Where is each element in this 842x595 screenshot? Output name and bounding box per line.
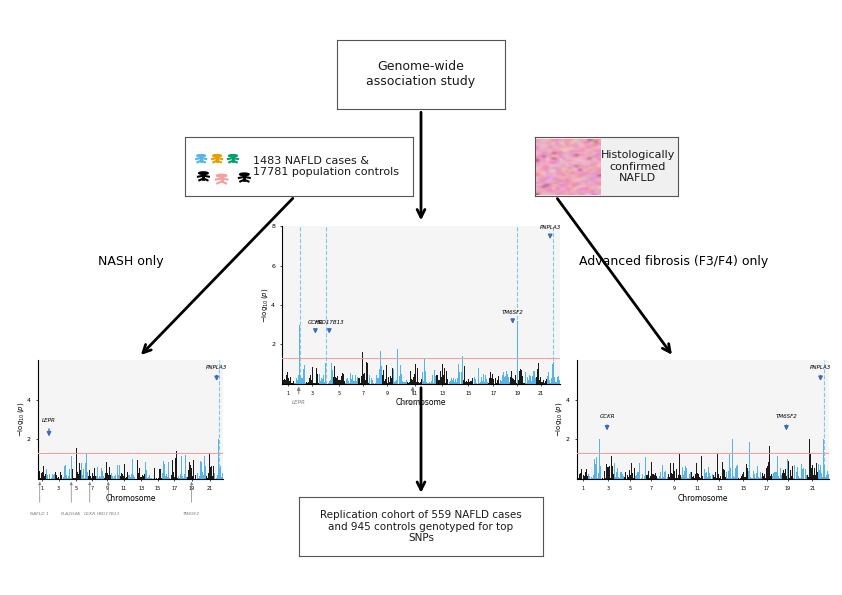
Text: GCKR: GCKR bbox=[83, 512, 96, 516]
Text: Genome-wide
association study: Genome-wide association study bbox=[366, 60, 476, 89]
Text: PLA2G4A: PLA2G4A bbox=[61, 512, 81, 516]
Text: PNPLA3: PNPLA3 bbox=[810, 365, 831, 380]
Text: TM6SF2: TM6SF2 bbox=[502, 310, 524, 322]
Text: LEPR: LEPR bbox=[292, 387, 306, 405]
X-axis label: Chromosome: Chromosome bbox=[678, 494, 728, 503]
Text: HSD17B13: HSD17B13 bbox=[97, 512, 120, 516]
Text: NAFLD 1: NAFLD 1 bbox=[30, 512, 49, 516]
Text: GCKR: GCKR bbox=[307, 320, 323, 332]
Text: HSD17B13: HSD17B13 bbox=[315, 320, 344, 332]
Text: GCKR: GCKR bbox=[600, 415, 615, 429]
Text: LEPR: LEPR bbox=[42, 418, 56, 435]
Circle shape bbox=[216, 174, 226, 177]
Text: TM6SF2: TM6SF2 bbox=[183, 512, 200, 516]
Y-axis label: $-\log_{10}(p)$: $-\log_{10}(p)$ bbox=[15, 402, 25, 437]
Circle shape bbox=[240, 173, 249, 176]
Text: Histologically
confirmed
NAFLD: Histologically confirmed NAFLD bbox=[600, 150, 675, 183]
Circle shape bbox=[213, 155, 221, 157]
Circle shape bbox=[197, 155, 205, 157]
Text: TM6SF2: TM6SF2 bbox=[775, 415, 797, 429]
Circle shape bbox=[199, 172, 208, 174]
Text: IDO2/TC1: IDO2/TC1 bbox=[399, 387, 426, 405]
Y-axis label: $-\log_{10}(p)$: $-\log_{10}(p)$ bbox=[259, 287, 269, 322]
Text: PNPLA3: PNPLA3 bbox=[206, 365, 227, 380]
Text: Advanced fibrosis (F3/F4) only: Advanced fibrosis (F3/F4) only bbox=[579, 255, 768, 268]
Circle shape bbox=[229, 155, 237, 157]
Text: PNPLA3: PNPLA3 bbox=[540, 225, 561, 237]
X-axis label: Chromosome: Chromosome bbox=[105, 494, 156, 503]
Text: NASH only: NASH only bbox=[98, 255, 163, 268]
Y-axis label: $-\log_{10}(p)$: $-\log_{10}(p)$ bbox=[554, 402, 564, 437]
Text: 1483 NAFLD cases &
17781 population controls: 1483 NAFLD cases & 17781 population cont… bbox=[253, 156, 399, 177]
X-axis label: Chromosome: Chromosome bbox=[396, 399, 446, 408]
Text: Replication cohort of 559 NAFLD cases
and 945 controls genotyped for top
SNPs: Replication cohort of 559 NAFLD cases an… bbox=[320, 510, 522, 543]
